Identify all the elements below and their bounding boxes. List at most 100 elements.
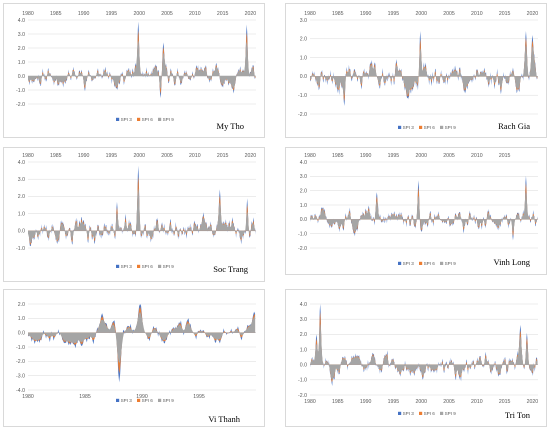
legend-label: SPI 3 xyxy=(121,398,133,403)
panel-rach-gia: 3.0 2.0 1.0 0.0 -1.0 -2.0 1980 1985 1990 1995 2000… xyxy=(285,3,547,138)
x-tick-label: 2010 xyxy=(189,153,201,159)
y-tick-label: 1.0 xyxy=(300,347,307,353)
x-tick-label: 1985 xyxy=(332,153,344,159)
x-tick-label: 1980 xyxy=(22,11,34,17)
station-name: Soc Trang xyxy=(213,264,248,274)
legend-label: SPI 6 xyxy=(142,264,154,269)
legend-label: SPI 3 xyxy=(121,264,133,269)
x-tick-label: 1990 xyxy=(360,11,372,17)
legend-swatch xyxy=(440,412,443,415)
x-tick-label: 2015 xyxy=(499,11,511,17)
y-tick-label: -1.0 xyxy=(298,93,307,99)
y-tick-label: -2.0 xyxy=(298,246,307,252)
x-tick-label: 2000 xyxy=(133,11,145,17)
x-tick-label: 2020 xyxy=(245,11,257,17)
legend-label: SPI 9 xyxy=(445,125,457,130)
station-name: Tri Ton xyxy=(505,410,531,420)
x-tick-label: 1990 xyxy=(78,11,90,17)
spi3-area xyxy=(28,22,256,98)
x-tick-label: 1995 xyxy=(106,11,118,17)
spi6-area xyxy=(310,183,538,236)
legend-swatch xyxy=(137,399,140,402)
x-tick-label: 2005 xyxy=(161,11,173,17)
y-tick-label: 2.0 xyxy=(18,194,25,200)
y-tick-label: 1.0 xyxy=(300,55,307,61)
x-tick-label: 2015 xyxy=(217,153,229,159)
y-tick-label: 3.0 xyxy=(18,32,25,38)
legend-label: SPI 9 xyxy=(445,411,457,416)
legend-label: SPI 3 xyxy=(121,117,133,122)
x-tick-label: 1985 xyxy=(332,399,344,405)
y-tick-label: 2.0 xyxy=(300,188,307,194)
y-tick-label: 2.0 xyxy=(18,46,25,52)
legend-label: SPI 3 xyxy=(403,411,415,416)
x-tick-label: 2010 xyxy=(189,11,201,17)
y-tick-label: 0.0 xyxy=(300,74,307,80)
y-tick-label: 0.0 xyxy=(300,362,307,368)
x-tick-label: 2005 xyxy=(161,153,173,159)
x-tick-label: 2020 xyxy=(527,399,539,405)
spi9-area xyxy=(310,324,538,380)
y-tick-label: -1.0 xyxy=(298,231,307,237)
station-name: Vinh Long xyxy=(493,257,530,267)
y-tick-label: 4.0 xyxy=(18,160,25,166)
legend-swatch xyxy=(116,118,119,121)
x-tick-label: 2005 xyxy=(443,11,455,17)
y-tick-label: 0.0 xyxy=(18,229,25,235)
y-tick-label: 0.0 xyxy=(300,217,307,223)
y-tick-label: 4.0 xyxy=(300,302,307,308)
x-tick-label: 2010 xyxy=(471,153,483,159)
legend-label: SPI 6 xyxy=(424,125,436,130)
y-tick-label: 2.0 xyxy=(300,37,307,43)
y-tick-label: -1.0 xyxy=(16,88,25,94)
panel-vinh-long: 4.0 3.0 2.0 1.0 0.0 -1.0 -2.0 1980 1985 1990 1995 2… xyxy=(285,147,547,275)
x-tick-label: 2000 xyxy=(133,153,145,159)
y-tick-label: 3.0 xyxy=(300,174,307,180)
y-tick-label: -1.0 xyxy=(16,246,25,252)
spi-chart-svg: 3.0 2.0 1.0 0.0 -1.0 -2.0 1980 1985 1990 1995 2000… xyxy=(286,4,546,137)
legend-swatch xyxy=(398,126,401,129)
legend-label: SPI 9 xyxy=(163,398,175,403)
y-tick-label: 1.0 xyxy=(18,316,25,322)
legend-swatch xyxy=(158,118,161,121)
x-tick-label: 1995 xyxy=(388,153,400,159)
spi9-area xyxy=(28,40,256,89)
legend-label: SPI 6 xyxy=(424,261,436,266)
spi9-area xyxy=(310,45,538,95)
y-tick-label: 3.0 xyxy=(300,317,307,323)
legend-swatch xyxy=(398,412,401,415)
x-tick-label: 2010 xyxy=(471,399,483,405)
y-tick-label: -2.0 xyxy=(16,359,25,365)
x-tick-label: 1980 xyxy=(304,153,316,159)
legend-swatch xyxy=(419,412,422,415)
y-tick-label: 2.0 xyxy=(300,332,307,338)
x-tick-label: 2000 xyxy=(415,399,427,405)
legend-swatch xyxy=(419,262,422,265)
spi3-area xyxy=(310,176,538,241)
x-tick-label: 1985 xyxy=(79,394,91,400)
x-tick-label: 1985 xyxy=(50,11,62,17)
x-tick-label: 1995 xyxy=(106,153,118,159)
x-tick-label: 1995 xyxy=(193,394,205,400)
station-name: Rach Gia xyxy=(498,121,530,131)
y-tick-label: -2.0 xyxy=(298,393,307,399)
panel-my-tho: 4.0 3.0 2.0 1.0 0.0 -1.0 -2.0 1980 1985 1990 1995 2… xyxy=(3,3,265,138)
legend-swatch xyxy=(116,265,119,268)
x-tick-label: 1995 xyxy=(388,11,400,17)
legend-swatch xyxy=(158,399,161,402)
x-tick-label: 1995 xyxy=(388,399,400,405)
y-tick-label: -1.0 xyxy=(298,378,307,384)
legend-swatch xyxy=(440,262,443,265)
y-tick-label: -3.0 xyxy=(16,373,25,379)
y-tick-label: 0.0 xyxy=(18,74,25,80)
legend-label: SPI 3 xyxy=(403,261,415,266)
x-tick-label: 1985 xyxy=(332,11,344,17)
x-tick-label: 2015 xyxy=(499,399,511,405)
x-tick-label: 1990 xyxy=(360,153,372,159)
spi-chart-svg: 4.03.02.01.00.0-1.0-2.01980 1985 1990 1995 2… xyxy=(286,148,546,274)
legend-label: SPI 9 xyxy=(163,117,175,122)
legend-swatch xyxy=(137,118,140,121)
